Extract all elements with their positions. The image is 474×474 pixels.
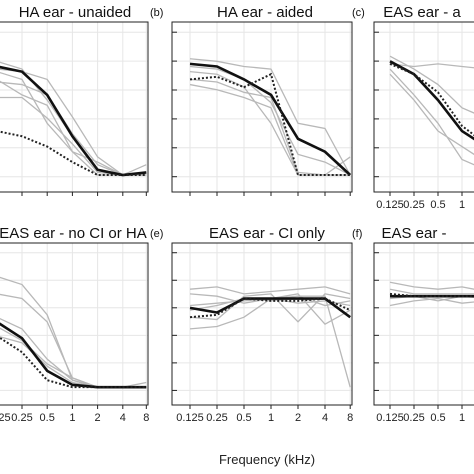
grid: [374, 243, 474, 405]
individual-line: [389, 55, 474, 114]
plot-area: [389, 281, 474, 307]
grid: [0, 22, 148, 192]
individual-line: [189, 58, 351, 176]
individual-line: [389, 288, 474, 295]
x-tick-label: 0.125: [176, 412, 204, 424]
x-tick-label: 8: [347, 412, 353, 424]
mean-line: [389, 60, 474, 141]
x-axis-label: Frequency (kHz): [219, 452, 315, 467]
x-tick-label: 2: [295, 412, 301, 424]
plot-area: [0, 61, 147, 177]
x-tick-label: 0.25: [403, 412, 424, 424]
panel-frame: [0, 242, 149, 406]
panel-2: HA ear - aided (b): [150, 4, 353, 196]
individual-line: [389, 281, 474, 290]
x-tick-label: 0.5: [430, 199, 445, 211]
panel-title: EAS ear - no CI or HA: [0, 225, 147, 242]
panel-title: HA ear - unaided: [19, 4, 132, 21]
x-tick-label: 0.125: [0, 412, 11, 424]
grid: [0, 243, 148, 405]
panel-label: (f): [352, 228, 362, 240]
dotted-line: [189, 297, 351, 319]
individual-line: [189, 295, 351, 388]
individual-line: [189, 70, 351, 176]
panel-title: EAS ear -: [381, 225, 446, 242]
dotted-line: [0, 130, 147, 176]
panel-title: HA ear - aided: [217, 4, 313, 21]
plot-area: [189, 286, 351, 388]
plot-area: [0, 276, 147, 389]
x-tick-label: 0.25: [403, 199, 424, 211]
x-tick-label: 0.5: [236, 412, 251, 424]
panel-frame: [171, 242, 353, 406]
x-tick-label: 1: [268, 412, 274, 424]
x-tick-label: 2: [95, 412, 101, 424]
dotted-line: [189, 72, 351, 176]
x-tick-label: 0.25: [11, 412, 32, 424]
mean-line: [189, 62, 352, 176]
panel-frame: [373, 21, 474, 193]
mean-line: [189, 297, 351, 319]
individual-line: [389, 68, 474, 166]
x-tick-label: 0.5: [430, 412, 445, 424]
x-tick-label: 0.125: [376, 412, 404, 424]
grid: [172, 22, 352, 192]
plot-area: [189, 58, 352, 176]
mean-line: [390, 294, 474, 298]
individual-line: [189, 293, 351, 323]
individual-line: [389, 297, 474, 307]
grid: [172, 243, 352, 405]
individual-line: [189, 65, 351, 176]
x-tick-label: 8: [143, 412, 149, 424]
individual-line: [389, 73, 474, 156]
x-tick-label: 1: [459, 199, 465, 211]
plot-area: [389, 55, 474, 166]
x-tick-label: 0.125: [376, 199, 404, 211]
dotted-line: [0, 336, 147, 389]
panel-frame: [0, 21, 149, 193]
panel-label: (e): [150, 228, 163, 240]
x-tick-label: 4: [322, 412, 328, 424]
individual-line: [189, 286, 351, 295]
panel-5: EAS ear - CI only (e) 0.125 0.25 0.5 1 2 4 8: [150, 225, 353, 424]
panel-1: HA ear - unaided: [0, 4, 149, 196]
x-tick-label: 0.25: [206, 412, 227, 424]
x-tick-label: 0.5: [40, 412, 55, 424]
x-tick-label: 4: [120, 412, 126, 424]
dotted-line: [389, 62, 474, 137]
panel-frame: [373, 242, 474, 406]
panel-title: EAS ear - CI only: [209, 225, 325, 242]
panel-title: EAS ear - a: [383, 4, 461, 21]
panel-frame: [171, 21, 353, 193]
panel-label: (c): [352, 7, 365, 19]
dotted-line: [389, 292, 474, 298]
x-tick-label: 1: [459, 412, 465, 424]
panel-label: (b): [150, 7, 163, 19]
individual-line: [389, 63, 474, 69]
x-tick-label: 1: [69, 412, 75, 424]
